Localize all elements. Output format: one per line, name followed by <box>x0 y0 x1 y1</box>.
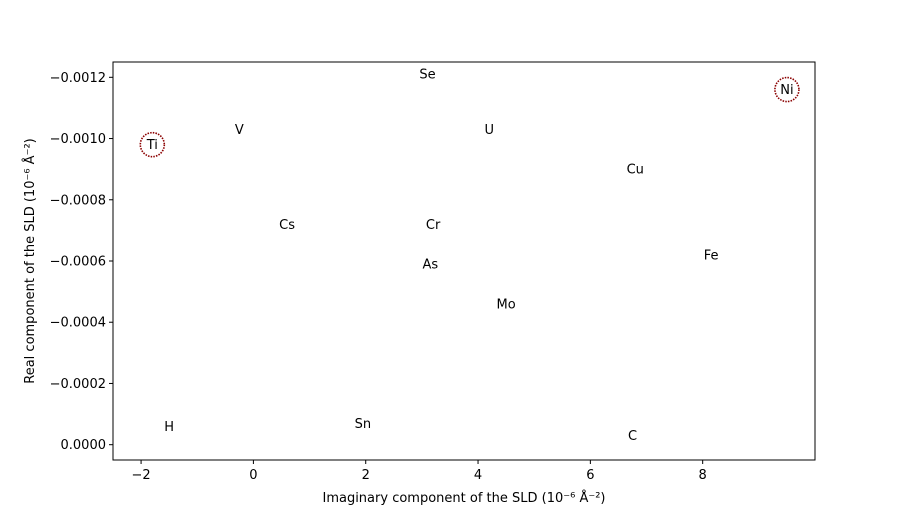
point-label-cs: Cs <box>279 218 295 233</box>
y-tick-label: −0.0012 <box>50 71 106 86</box>
point-label-se: Se <box>419 68 435 83</box>
point-label-ti: Ti <box>146 138 158 153</box>
point-label-cu: Cu <box>627 163 644 178</box>
ticks-layer: −2 0 2 4 6 8 −0.0012 −0.0010 −0.0008 −0.0006 −0.00… <box>50 71 707 483</box>
point-label-u: U <box>485 123 495 138</box>
x-tick-label: 4 <box>474 468 482 483</box>
x-tick-label: 0 <box>249 468 257 483</box>
x-tick-label: 8 <box>699 468 707 483</box>
x-tick-label: 2 <box>362 468 370 483</box>
y-axis-label: Real component of the SLD (10⁻⁶ Å⁻²) <box>22 138 38 383</box>
point-label-cr: Cr <box>426 218 441 233</box>
point-label-c: C <box>628 429 637 444</box>
point-label-sn: Sn <box>355 417 372 432</box>
y-tick-label: −0.0002 <box>50 377 106 392</box>
point-label-fe: Fe <box>704 248 719 263</box>
y-tick-label: −0.0008 <box>50 193 106 208</box>
point-label-mo: Mo <box>497 297 516 312</box>
x-axis-label: Imaginary component of the SLD (10⁻⁶ Å⁻²… <box>322 490 605 506</box>
y-tick-label: 0.0000 <box>61 438 107 453</box>
point-label-as: As <box>422 258 438 273</box>
y-tick-label: −0.0004 <box>50 316 106 331</box>
point-label-h: H <box>164 420 174 435</box>
point-label-v: V <box>235 123 244 138</box>
y-tick-label: −0.0006 <box>50 255 106 270</box>
point-label-ni: Ni <box>780 83 793 98</box>
points-layer: Se Ni V U Ti Cu Cs Cr Fe As Mo Sn H C <box>139 68 800 444</box>
plot-frame <box>112 61 816 461</box>
x-tick-label: 6 <box>586 468 594 483</box>
x-tick-label: −2 <box>131 468 150 483</box>
highlight-ring <box>139 131 166 158</box>
y-tick-label: −0.0010 <box>50 132 106 147</box>
highlight-ring <box>774 76 800 103</box>
